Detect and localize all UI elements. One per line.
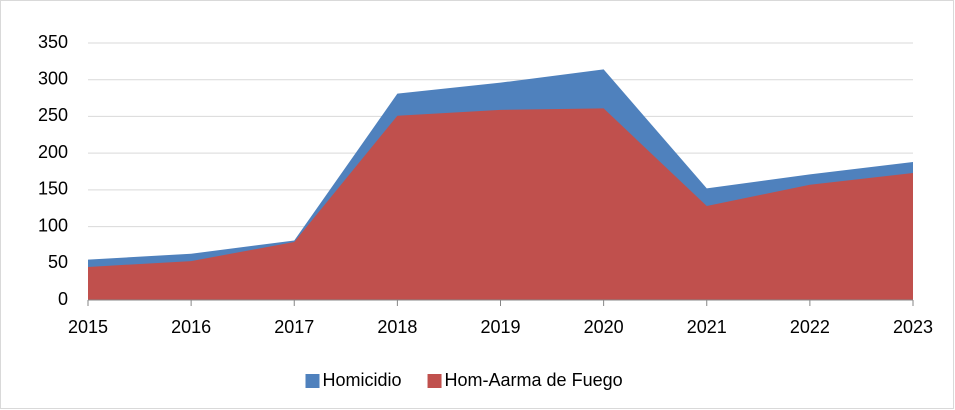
x-tick-label: 2020: [584, 317, 624, 337]
x-tick-label: 2015: [68, 317, 108, 337]
legend-swatch: [427, 374, 442, 388]
y-tick-label: 150: [38, 179, 68, 199]
y-tick-label: 350: [38, 32, 68, 52]
y-tick-label: 0: [58, 289, 68, 309]
x-tick-label: 2023: [893, 317, 933, 337]
legend-label: Hom-Aarma de Fuego: [445, 370, 623, 390]
area: [88, 108, 913, 300]
legend-label: Homicidio: [323, 370, 402, 390]
legend-swatch: [305, 374, 320, 388]
x-tick-label: 2017: [274, 317, 314, 337]
x-tick-label: 2019: [480, 317, 520, 337]
y-tick-label: 200: [38, 142, 68, 162]
y-tick-label: 300: [38, 68, 68, 88]
x-tick-label: 2016: [171, 317, 211, 337]
x-tick-label: 2018: [377, 317, 417, 337]
y-tick-label: 50: [48, 252, 68, 272]
y-tick-label: 100: [38, 215, 68, 235]
x-tick-label: 2021: [687, 317, 727, 337]
x-tick-label: 2022: [790, 317, 830, 337]
y-tick-label: 250: [38, 105, 68, 125]
